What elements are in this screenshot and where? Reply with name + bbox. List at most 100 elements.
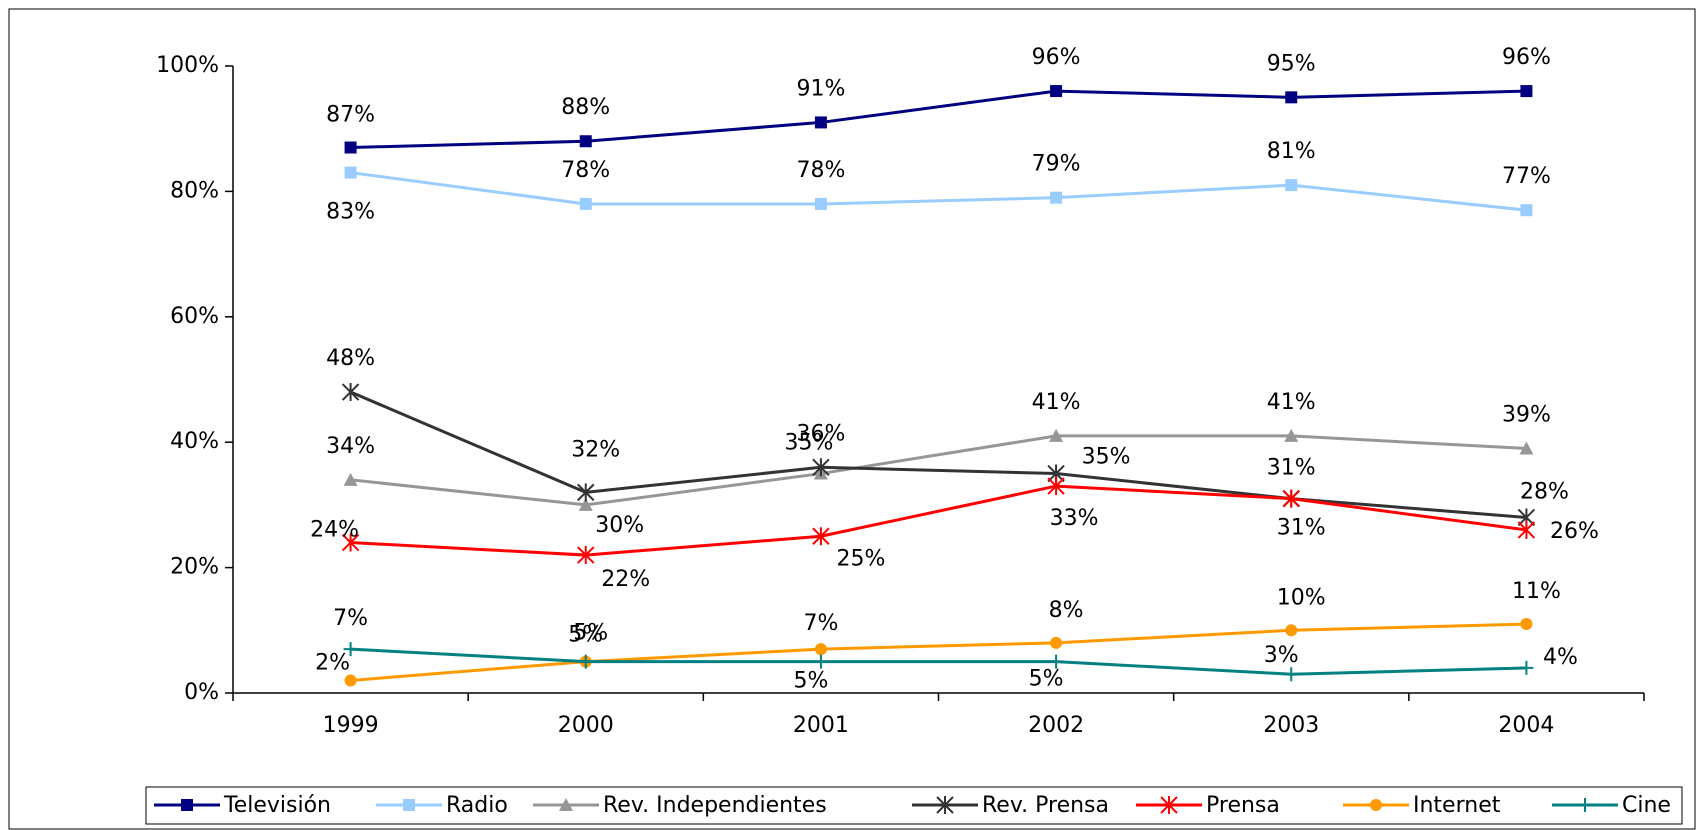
- data-point: [1049, 428, 1064, 442]
- data-label: 78%: [796, 158, 845, 183]
- data-point: [1050, 191, 1063, 204]
- data-label: 83%: [326, 200, 375, 225]
- data-label: 24%: [310, 518, 359, 543]
- data-point: [1520, 204, 1533, 217]
- data-label: 77%: [1502, 164, 1551, 189]
- y-tick-label: 100%: [156, 53, 219, 78]
- data-point: [1284, 428, 1299, 442]
- data-point: [814, 197, 827, 210]
- marker-shape: [812, 527, 830, 546]
- series-line: [350, 89, 1527, 150]
- marker-shape: [559, 798, 573, 811]
- marker-shape: [1517, 520, 1536, 539]
- data-point: [579, 135, 592, 148]
- marker-shape: [1578, 798, 1592, 812]
- data-label: 41%: [1267, 390, 1316, 415]
- data-point: [1284, 667, 1299, 682]
- data-label: 7%: [803, 611, 838, 636]
- x-tick-label: 2002: [1028, 713, 1084, 738]
- data-point: [341, 383, 360, 402]
- data-label: 30%: [595, 513, 644, 538]
- series-line: [350, 647, 1527, 676]
- marker-shape: [1285, 624, 1298, 637]
- marker-shape: [344, 166, 357, 179]
- marker-shape: [1284, 428, 1299, 442]
- marker-shape: [814, 643, 827, 656]
- y-tick-label: 20%: [170, 555, 219, 580]
- data-label: 81%: [1267, 139, 1316, 164]
- marker-shape: [1285, 179, 1298, 192]
- legend-label: Internet: [1413, 793, 1501, 818]
- data-label: 79%: [1032, 152, 1081, 177]
- y-tick-label: 60%: [170, 304, 219, 329]
- data-point: [341, 533, 360, 552]
- legend-label: Radio: [446, 793, 508, 818]
- data-point: [1282, 489, 1300, 508]
- marker-shape: [1049, 654, 1064, 669]
- series-line: [349, 390, 1527, 519]
- marker-shape: [1050, 636, 1063, 649]
- data-label: 5%: [793, 669, 828, 694]
- marker-shape: [1520, 204, 1533, 217]
- marker-shape: [1520, 85, 1533, 98]
- marker-shape: [579, 197, 592, 210]
- y-tick-label: 40%: [170, 429, 219, 454]
- marker-shape: [341, 383, 360, 402]
- series-line: [350, 484, 1527, 557]
- data-point: [1049, 654, 1064, 669]
- data-label: 22%: [601, 567, 650, 592]
- marker-shape: [813, 654, 828, 669]
- data-label: 78%: [561, 158, 610, 183]
- data-point: [578, 497, 593, 511]
- data-label: 41%: [1032, 390, 1081, 415]
- y-tick-label: 0%: [184, 680, 219, 705]
- legend-marker: [1370, 799, 1382, 811]
- marker-shape: [1047, 477, 1065, 496]
- marker-shape: [1520, 618, 1533, 631]
- series-line: [350, 171, 1527, 212]
- data-point: [344, 674, 357, 687]
- x-tick-label: 2000: [558, 713, 614, 738]
- legend-marker: [1160, 796, 1178, 814]
- marker-shape: [577, 546, 595, 565]
- y-tick-label: 80%: [170, 178, 219, 203]
- data-label: 7%: [333, 606, 368, 631]
- data-point: [1517, 520, 1536, 539]
- x-tick-label: 2001: [793, 713, 849, 738]
- data-label: 39%: [1502, 402, 1551, 427]
- marker-shape: [812, 458, 830, 477]
- marker-shape: [814, 197, 827, 210]
- data-label: 34%: [326, 434, 375, 459]
- series-line: [350, 434, 1527, 507]
- data-point: [577, 483, 595, 502]
- data-label: 8%: [1049, 598, 1084, 623]
- x-tick-label: 1999: [323, 713, 379, 738]
- data-point: [577, 546, 595, 565]
- marker-shape: [1050, 191, 1063, 204]
- legend-label: Prensa: [1206, 793, 1280, 818]
- marker-shape: [343, 472, 358, 486]
- data-label: 88%: [561, 95, 610, 120]
- data-point: [579, 197, 592, 210]
- marker-shape: [578, 497, 593, 511]
- data-label: 28%: [1520, 479, 1569, 504]
- data-point: [812, 458, 830, 477]
- marker-shape: [577, 483, 595, 502]
- marker-shape: [936, 796, 954, 814]
- legend-label: Cine: [1622, 793, 1671, 818]
- legend-marker: [559, 798, 573, 811]
- data-point: [1520, 618, 1533, 631]
- marker-shape: [344, 674, 357, 687]
- data-label: 35%: [1082, 445, 1131, 470]
- data-point: [578, 654, 593, 669]
- data-label: 26%: [1550, 519, 1599, 544]
- data-point: [343, 472, 358, 486]
- marker-shape: [181, 799, 193, 811]
- marker-shape: [341, 533, 360, 552]
- data-label: 91%: [796, 76, 845, 101]
- data-point: [1285, 91, 1298, 104]
- legend-marker: [936, 796, 954, 814]
- data-point: [343, 642, 358, 657]
